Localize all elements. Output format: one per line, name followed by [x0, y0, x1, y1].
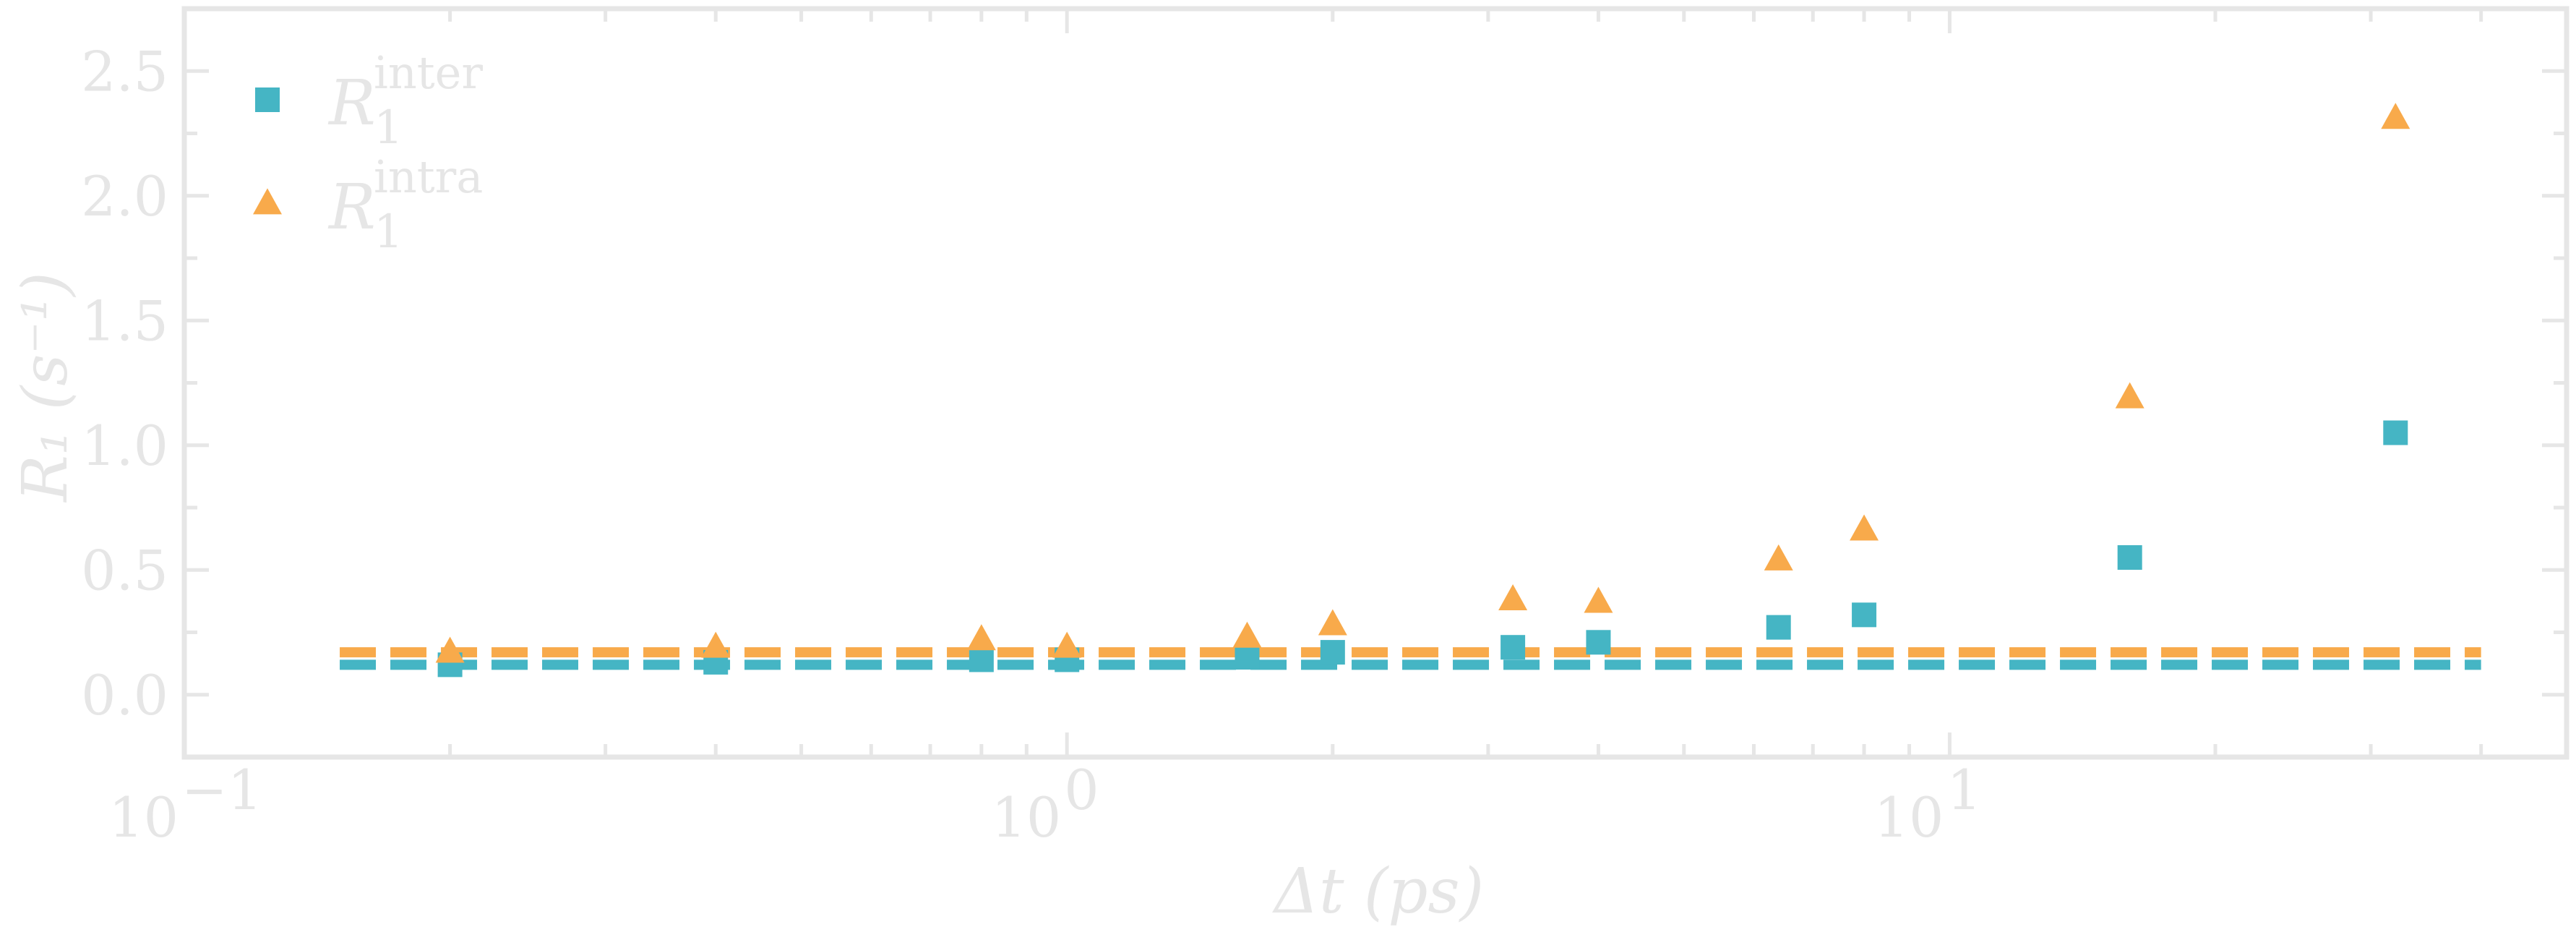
inter-data-point: [1500, 635, 1526, 660]
x-tick-label: 10 1: [1874, 758, 1982, 850]
legend-subscript: 1: [374, 205, 403, 259]
x-tick-label-exponent: 0: [1064, 758, 1099, 822]
intra-data-point: [1584, 586, 1613, 613]
x-tick-label-base: 10: [1874, 785, 1944, 850]
legend-marker-intra: [253, 188, 282, 215]
inter-data-point: [2383, 420, 2408, 445]
y-tick-label: 0.5: [81, 538, 168, 602]
intra-data-point: [1052, 631, 1082, 658]
inter-data-point: [1235, 645, 1260, 670]
x-tick-labels: 10 −1 10 0 10 1: [108, 758, 1981, 850]
intra-data-point: [701, 631, 731, 658]
data-markers: [435, 103, 2410, 678]
inter-data-point: [1852, 602, 1877, 628]
intra-data-point: [435, 636, 465, 663]
inter-data-point: [1320, 640, 1345, 665]
x-tick-label: 10 0: [991, 758, 1099, 850]
y-tick-label: 0.0: [81, 663, 168, 727]
y-tick-labels: 0.0 0.5 1.0 1.5 2.0 2.5: [81, 39, 168, 727]
legend-superscript: intra: [374, 150, 483, 203]
intra-data-point: [1498, 584, 1528, 611]
inter-data-point: [969, 647, 994, 672]
x-tick-label-exponent: 1: [1946, 758, 1981, 822]
intra-data-point: [2115, 382, 2144, 409]
inter-data-point: [2117, 545, 2142, 570]
legend-symbol: R: [327, 67, 376, 140]
intra-data-point: [1850, 514, 1879, 541]
y-tick-label: 1.5: [81, 289, 168, 353]
legend-superscript: inter: [374, 46, 483, 99]
y-tick-label: 1.0: [81, 414, 168, 478]
x-tick-label-exponent: −1: [181, 758, 262, 822]
intra-data-point: [1318, 609, 1347, 636]
inter-data-point: [1586, 630, 1611, 655]
legend-subscript: 1: [374, 101, 403, 155]
intra-data-point: [1764, 544, 1793, 571]
x-tick-label-base: 10: [108, 785, 179, 850]
legend-symbol: R: [327, 171, 376, 244]
plot-frame: [181, 6, 2569, 760]
legend-marker-inter: [255, 87, 280, 112]
inter-data-point: [1766, 615, 1791, 640]
y-axis-label: R₁ (s⁻¹): [9, 272, 82, 503]
y-tick-label: 2.5: [81, 39, 168, 103]
intra-data-point: [966, 624, 996, 651]
intra-data-point: [1232, 621, 1262, 648]
y-tick-label: 2.0: [81, 164, 168, 228]
x-tick-label-base: 10: [991, 785, 1061, 850]
intra-data-point: [2381, 103, 2410, 129]
reference-lines: [340, 647, 2481, 670]
x-axis-label: Δt (ps): [1272, 855, 1484, 928]
axis-ticks: [184, 7, 2567, 759]
x-tick-label: 10 −1: [108, 758, 262, 850]
